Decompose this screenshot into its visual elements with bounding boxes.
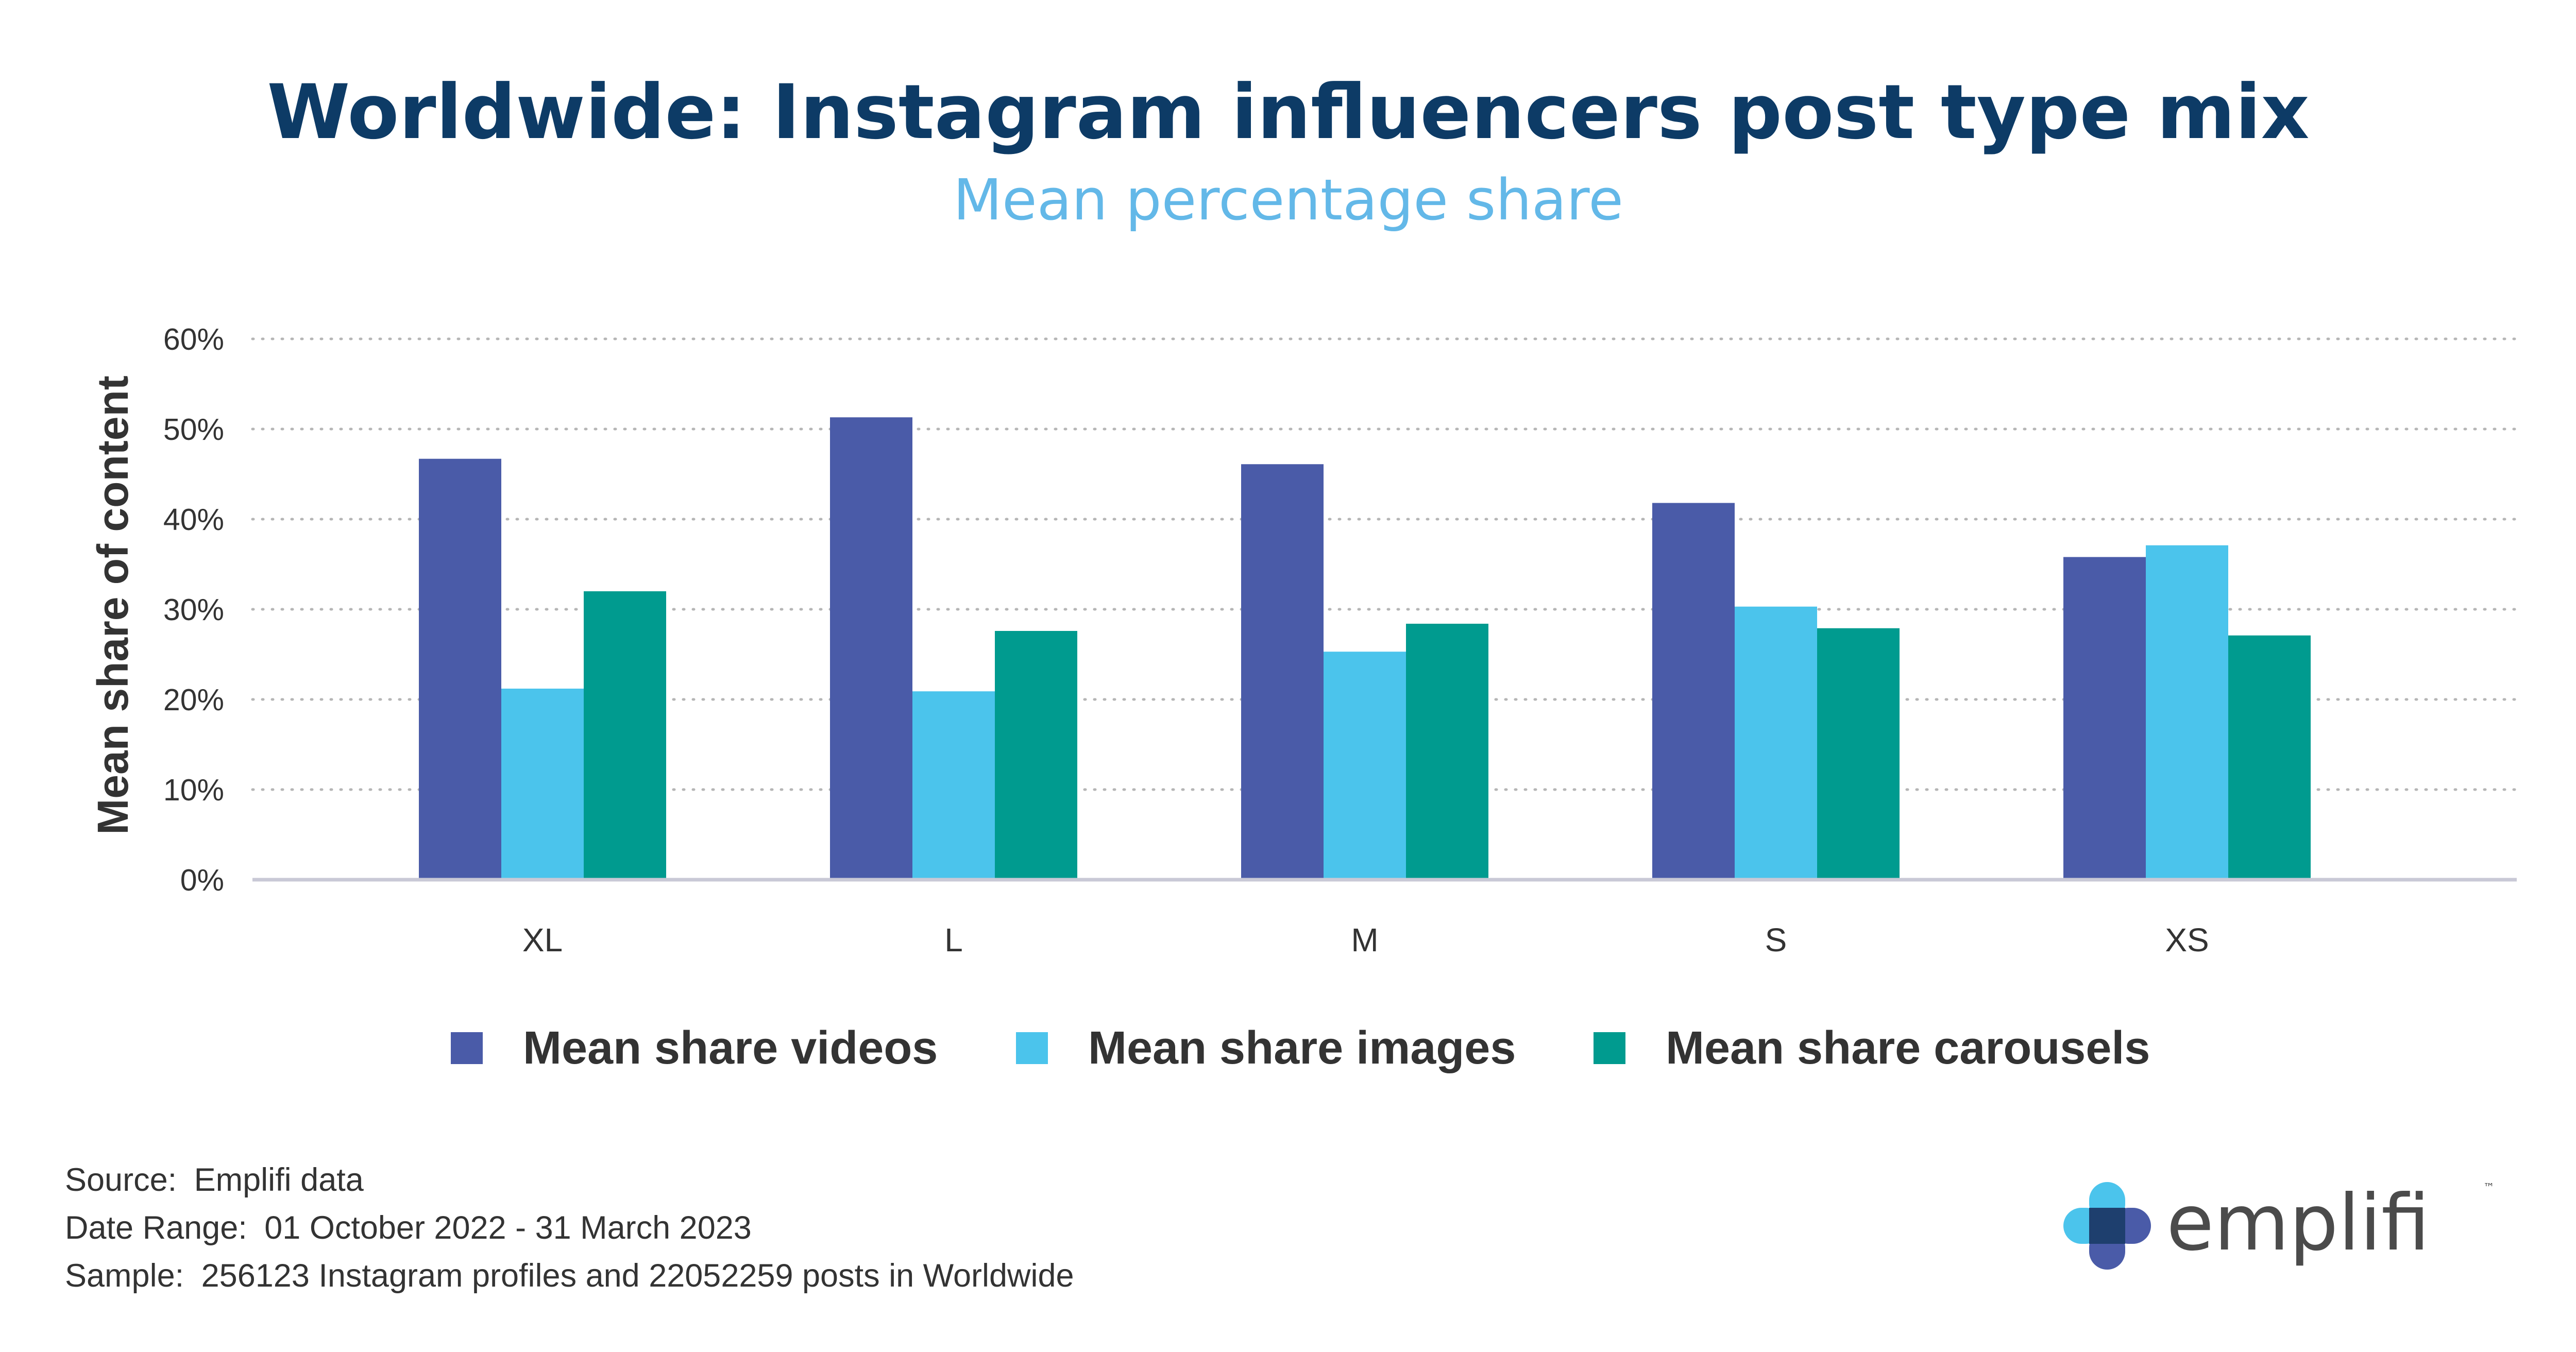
sample-line: Sample: 256123 Instagram profiles and 22… (65, 1252, 1074, 1300)
bar (1652, 503, 1735, 880)
sample-value: 256123 Instagram profiles and 22052259 p… (201, 1258, 1074, 1294)
x-tick-label: S (1765, 921, 1787, 959)
bar (584, 591, 666, 880)
date-range-value: 01 October 2022 - 31 March 2023 (264, 1210, 752, 1246)
x-tick-label: L (944, 921, 963, 959)
source-label: Source: (65, 1162, 177, 1198)
y-tick-label: 50% (163, 413, 224, 447)
y-axis-title: Mean share of content (89, 375, 137, 834)
date-range-label: Date Range: (65, 1210, 247, 1246)
emplifi-logo-icon (2063, 1182, 2151, 1270)
legend-label-carousels: Mean share carousels (1666, 1022, 2150, 1074)
x-tick-label: M (1351, 921, 1378, 959)
y-tick-label: 30% (163, 593, 224, 627)
legend-item-carousels: Mean share carousels (1594, 1012, 2150, 1084)
emplifi-trademark: ™ (2483, 1182, 2495, 1194)
bar (912, 691, 995, 880)
y-tick-label: 20% (163, 683, 224, 717)
emplifi-logo: emplifi ™ (2061, 1178, 2504, 1282)
bar (501, 689, 584, 880)
source-line: Source: Emplifi data (65, 1156, 1074, 1204)
y-tick-label: 10% (163, 773, 224, 807)
x-tick-label: XL (522, 921, 563, 959)
legend-item-videos: Mean share videos (451, 1012, 938, 1084)
x-tick-label: XS (2165, 921, 2209, 959)
bar (2063, 557, 2146, 880)
legend-swatch-images (1016, 1032, 1048, 1064)
bar (1241, 464, 1324, 880)
source-notes: Source: Emplifi data Date Range: 01 Octo… (65, 1156, 1074, 1300)
bar (1735, 606, 1817, 880)
bar (1406, 624, 1488, 880)
bar (1324, 652, 1406, 880)
legend-swatch-carousels (1594, 1032, 1625, 1064)
chart-subtitle: Mean percentage share (953, 167, 1623, 233)
y-tick-label: 60% (163, 322, 224, 356)
legend-swatch-videos (451, 1032, 483, 1064)
emplifi-wordmark: emplifi (2166, 1178, 2430, 1268)
bar (1817, 628, 1900, 880)
bar (995, 631, 1077, 880)
y-tick-label: 40% (163, 503, 224, 537)
chart-legend: Mean share videos Mean share images Mean… (0, 1012, 2576, 1084)
bar (2146, 545, 2228, 880)
date-range-line: Date Range: 01 October 2022 - 31 March 2… (65, 1204, 1074, 1252)
legend-label-images: Mean share images (1088, 1022, 1516, 1074)
bar (419, 458, 501, 880)
legend-item-images: Mean share images (1016, 1012, 1516, 1084)
logo-center (2089, 1208, 2125, 1244)
source-value: Emplifi data (194, 1162, 364, 1198)
sample-label: Sample: (65, 1258, 184, 1294)
chart-title: Worldwide: Instagram influencers post ty… (267, 69, 2310, 156)
bar (2228, 635, 2311, 880)
legend-label-videos: Mean share videos (523, 1022, 938, 1074)
y-tick-label: 0% (180, 863, 224, 897)
bar (830, 417, 912, 880)
